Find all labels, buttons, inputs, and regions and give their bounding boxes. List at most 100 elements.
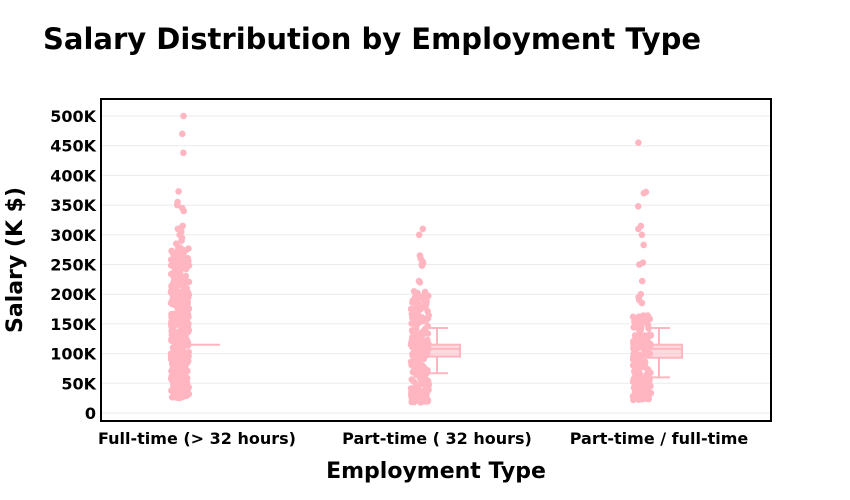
data-point [645,391,652,399]
outlier-point [635,225,642,233]
data-point [631,376,639,383]
data-point [631,382,639,390]
data-point [172,361,179,368]
data-point [411,364,418,372]
data-point [424,330,432,337]
data-point [410,388,418,396]
plot-frame [100,98,772,422]
data-point [635,332,643,340]
data-point [180,315,188,323]
data-point [424,377,432,385]
data-point [180,248,188,256]
data-point [630,353,637,360]
data-point [632,358,639,366]
data-point [408,320,416,327]
data-point [171,268,178,275]
y-axis-title: Salary (K $) [3,187,28,333]
data-point [411,395,418,403]
data-point [410,288,418,295]
data-point [178,331,185,339]
data-point [179,345,187,352]
data-point [408,376,416,383]
x-tick-label: Part-time ( 32 hours) [342,429,532,448]
y-tick-label: 350K [50,196,96,215]
data-point [167,289,175,296]
y-tick-label: 300K [50,226,96,245]
outlier-point [634,203,642,210]
outlier-point [419,225,427,233]
outlier-point [178,237,185,244]
data-point [423,298,430,305]
data-point [172,319,180,326]
data-point [421,303,429,311]
x-axis-title: Employment Type [326,459,546,484]
data-point [414,308,421,316]
outlier-point [640,189,648,197]
outlier-point [638,277,646,285]
outlier-point [635,139,642,146]
y-tick-label: 50K [61,374,96,393]
outlier-point [180,112,187,120]
data-point [172,258,180,265]
data-point [182,277,190,284]
outlier-point [180,149,187,157]
y-axis-ticks: 0 50K 100K 150K 200K 250K 300K 350K 400K 450K 500K [50,107,96,423]
y-tick-label: 500K [50,107,96,126]
outlier-point [179,130,186,138]
y-tick-label: 250K [50,256,96,275]
data-point [407,358,415,366]
data-point [182,325,190,333]
outlier-point [175,188,182,195]
data-point [175,278,182,286]
y-tick-label: 400K [50,166,96,185]
data-point [180,387,188,395]
box [413,343,461,358]
data-point [183,299,191,306]
data-point [407,305,415,313]
box-plots [174,327,683,379]
data-point [175,378,183,386]
data-point [178,288,185,296]
data-point [423,366,431,374]
chart-title: Salary Distribution by Employment Type [43,22,701,56]
outlier-point [640,241,647,249]
outlier-point [636,261,643,268]
data-point [638,317,646,325]
data-point [182,258,190,265]
data-point [183,287,191,294]
data-point [412,327,419,335]
y-tick-label: 150K [50,315,96,334]
data-point [636,327,643,335]
data-point [176,304,183,312]
data-point [418,367,425,375]
data-point [635,392,642,400]
x-axis-ticks: Full-time (> 32 hours) Part-time ( 32 hou… [98,429,748,448]
data-point [631,316,639,323]
data-point [174,247,182,254]
data-point [647,331,654,339]
data-point [419,331,427,339]
outlier-point [180,207,187,215]
outlier-point [416,279,424,286]
data-point [645,369,653,376]
data-point [172,297,179,305]
data-point [168,374,176,382]
data-point [641,332,649,339]
y-tick-label: 0 [85,404,96,423]
outlier-point [638,299,646,307]
outlier-point [638,231,646,239]
data-point [181,358,188,365]
data-point [179,371,187,379]
data-point [639,359,647,367]
box [635,343,683,359]
data-point [409,314,416,321]
data-point [630,324,637,331]
data-point [179,338,186,346]
data-point [418,393,426,401]
outlier-point [415,231,423,239]
data-point [420,317,427,325]
data-point [421,291,428,299]
data-point [176,311,184,319]
data-point [425,312,433,319]
